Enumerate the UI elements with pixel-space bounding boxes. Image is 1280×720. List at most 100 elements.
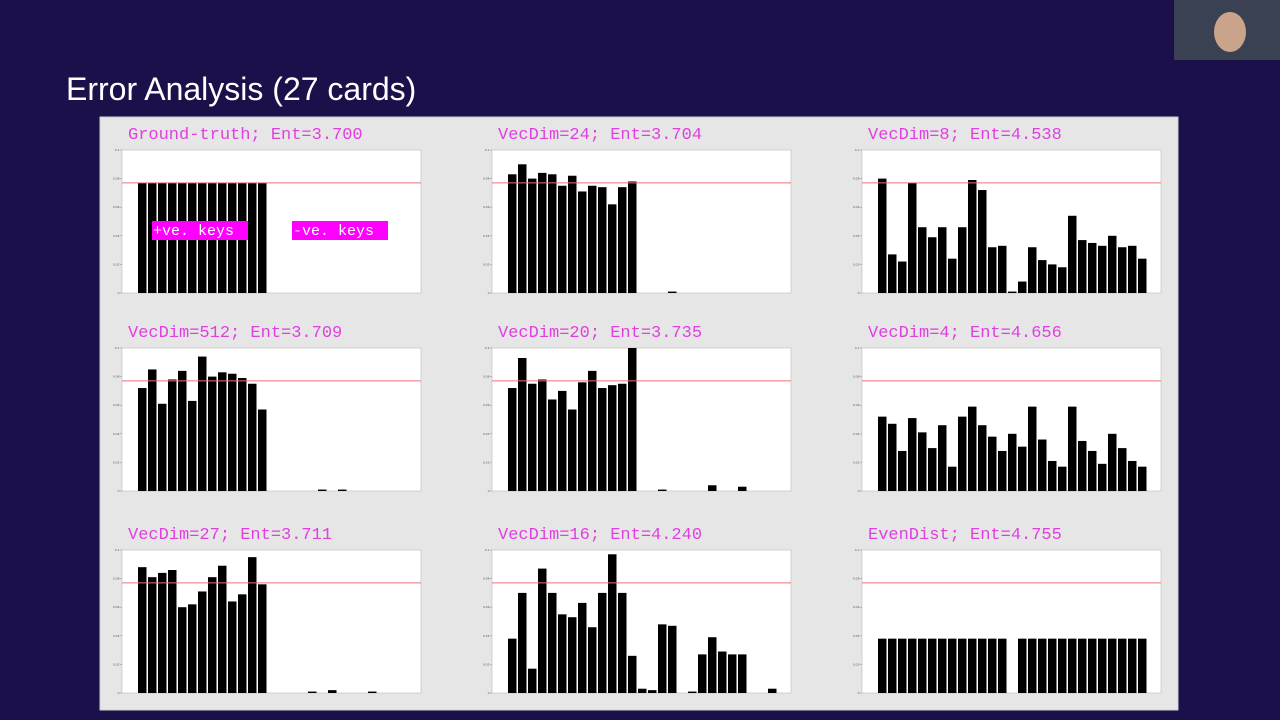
bar (648, 690, 657, 693)
y-tick-label: 0.02 (853, 262, 860, 266)
y-tick-label: 0.04 (483, 634, 490, 638)
bar (978, 425, 987, 491)
bar (178, 370, 187, 491)
bar (1088, 242, 1097, 293)
bar (1118, 638, 1127, 693)
y-tick-label: 0 (488, 691, 490, 695)
bar (318, 489, 327, 491)
bar (938, 638, 947, 693)
bar (998, 245, 1007, 293)
y-tick-label: 0 (488, 489, 490, 493)
bar (138, 388, 147, 491)
bar (1098, 463, 1107, 491)
bar (598, 592, 607, 693)
annotation-box (292, 221, 388, 240)
bar (1118, 247, 1127, 293)
y-tick-label: 0.04 (853, 432, 860, 436)
y-tick-label: 0.04 (853, 634, 860, 638)
bar (248, 383, 257, 491)
bar (898, 638, 907, 693)
bar (1128, 245, 1137, 293)
bar (608, 385, 617, 491)
bar (1048, 638, 1057, 693)
bar (948, 466, 957, 491)
bar (988, 247, 997, 293)
y-tick-label: 0.1 (855, 548, 860, 552)
bar (548, 399, 557, 491)
bar (1068, 406, 1077, 491)
bar (328, 690, 337, 693)
y-tick-label: 0 (118, 691, 120, 695)
bar (218, 565, 227, 693)
slide-title: Error Analysis (27 cards) (66, 71, 416, 107)
bar (1058, 638, 1067, 693)
y-tick-label: 0 (858, 291, 860, 295)
chart-title: VecDim=8; Ent=4.538 (868, 126, 1062, 145)
y-tick-label: 0.08 (483, 375, 490, 379)
bar (188, 604, 197, 693)
bar (538, 172, 547, 293)
y-tick-label: 0.08 (113, 177, 120, 181)
bar (1108, 433, 1117, 491)
bar (1028, 406, 1037, 491)
bar (258, 584, 267, 693)
bar (988, 436, 997, 491)
bar (148, 577, 157, 693)
bar (908, 182, 917, 293)
bar (308, 691, 317, 693)
bar (888, 254, 897, 293)
bar (548, 592, 557, 693)
plot-area (121, 549, 422, 694)
bar (158, 572, 167, 693)
y-tick-label: 0.1 (115, 346, 120, 350)
chart-title: EvenDist; Ent=4.755 (868, 526, 1062, 545)
y-tick-label: 0.08 (853, 375, 860, 379)
chart-title: VecDim=27; Ent=3.711 (128, 526, 332, 545)
bar (218, 372, 227, 491)
bar (518, 164, 527, 293)
bar (338, 489, 347, 491)
bar (1068, 638, 1077, 693)
bar (958, 638, 967, 693)
bar (568, 617, 577, 693)
bar (628, 181, 637, 293)
chart-title: VecDim=512; Ent=3.709 (128, 324, 342, 343)
bar (1068, 215, 1077, 293)
bar (518, 358, 527, 491)
bar (918, 638, 927, 693)
y-tick-label: 0.08 (113, 577, 120, 581)
bar (1038, 260, 1047, 293)
bar (978, 190, 987, 293)
bar (1048, 264, 1057, 293)
bar (1108, 638, 1117, 693)
bar (528, 668, 537, 693)
y-tick-label: 0.08 (853, 177, 860, 181)
bar (978, 638, 987, 693)
bar (598, 388, 607, 491)
y-tick-label: 0.1 (485, 346, 490, 350)
bar (148, 369, 157, 491)
y-tick-label: 0.08 (853, 577, 860, 581)
bar (508, 174, 517, 293)
bar (518, 592, 527, 693)
y-tick-label: 0.08 (483, 577, 490, 581)
y-tick-label: 0.04 (113, 634, 120, 638)
bar (728, 654, 737, 693)
bar (1018, 281, 1027, 293)
bar (1088, 450, 1097, 491)
bar (928, 237, 937, 293)
y-tick-label: 0 (858, 489, 860, 493)
bar (228, 373, 237, 491)
bar (618, 187, 627, 293)
bar (588, 627, 597, 693)
y-tick-label: 0.04 (113, 432, 120, 436)
bar (968, 180, 977, 293)
bar (538, 379, 547, 491)
y-tick-label: 0.1 (855, 346, 860, 350)
plot-area (491, 347, 792, 492)
bar (368, 691, 377, 693)
webcam-person (1214, 12, 1246, 52)
bar (1078, 638, 1087, 693)
bar (878, 178, 887, 293)
